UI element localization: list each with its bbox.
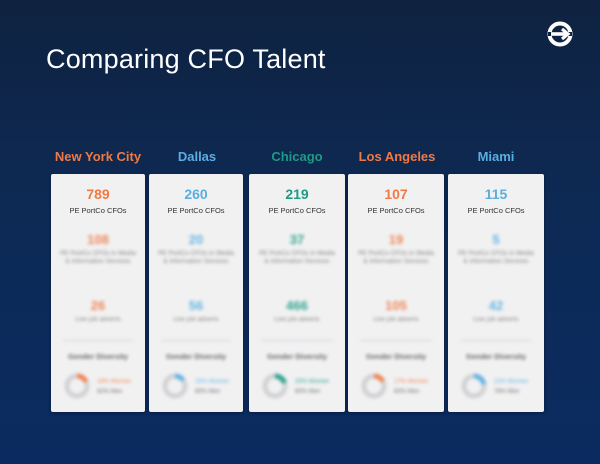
city-heading: New York City xyxy=(54,149,142,164)
women-percent: 17% Women xyxy=(394,379,429,385)
job-advert-count: 26 xyxy=(90,298,106,313)
divider xyxy=(460,340,532,341)
gender-donut-chart xyxy=(64,373,90,399)
city-heading: Miami xyxy=(477,149,515,164)
divider xyxy=(261,340,333,341)
media-cfo-count: 20 xyxy=(188,232,204,247)
media-cfo-count: 108 xyxy=(87,232,109,247)
job-advert-label: Live job adverts xyxy=(75,316,121,323)
circular-arrow-logo-icon xyxy=(547,21,573,47)
portco-cfo-label: PE PortCo CFOs xyxy=(167,206,225,215)
media-cfo-count: 5 xyxy=(492,232,500,247)
job-advert-label: Live job adverts xyxy=(274,316,320,323)
gender-donut-chart xyxy=(262,373,288,399)
men-percent: 78% Men xyxy=(494,389,520,395)
portco-cfo-label: PE PortCo CFOs xyxy=(367,206,425,215)
gender-donut-chart xyxy=(361,373,387,399)
city-heading: Chicago xyxy=(271,149,323,164)
city-stats-card: 789 PE PortCo CFOs 108 PE PortCo CFOs in… xyxy=(51,174,145,412)
women-percent: 15% Women xyxy=(195,379,230,385)
city-heading: Los Angeles xyxy=(358,149,436,164)
gender-donut-chart xyxy=(461,373,487,399)
portco-cfo-count: 260 xyxy=(184,186,208,202)
gender-diversity-title: Gender Diversity xyxy=(365,352,427,361)
job-advert-count: 42 xyxy=(488,298,504,313)
men-percent: 85% Men xyxy=(195,389,221,395)
media-cfo-count: 19 xyxy=(388,232,404,247)
women-percent: 18% Women xyxy=(97,379,132,385)
portco-cfo-label: PE PortCo CFOs xyxy=(467,206,525,215)
men-percent: 82% Men xyxy=(97,389,123,395)
city-stats-card: 107 PE PortCo CFOs 19 PE PortCo CFOs in … xyxy=(348,174,444,412)
men-percent: 83% Men xyxy=(394,389,420,395)
women-percent: 20% Women xyxy=(295,379,330,385)
job-advert-label: Live job adverts xyxy=(373,316,419,323)
media-cfo-label: PE PortCo CFOs in Media & Information Se… xyxy=(158,250,234,265)
portco-cfo-count: 219 xyxy=(285,186,309,202)
women-percent: 22% Women xyxy=(494,379,529,385)
job-advert-count: 56 xyxy=(188,298,204,313)
job-advert-label: Live job adverts xyxy=(473,316,519,323)
gender-donut-chart xyxy=(162,373,188,399)
gender-diversity-title: Gender Diversity xyxy=(266,352,328,361)
men-percent: 80% Men xyxy=(295,389,321,395)
job-advert-count: 105 xyxy=(385,298,407,313)
city-heading: Dallas xyxy=(177,149,217,164)
divider xyxy=(360,340,432,341)
media-cfo-label: PE PortCo CFOs in Media & Information Se… xyxy=(259,250,335,265)
media-cfo-label: PE PortCo CFOs in Media & Information Se… xyxy=(458,250,534,265)
portco-cfo-count: 789 xyxy=(86,186,110,202)
media-cfo-count: 37 xyxy=(289,232,305,247)
page-title: Comparing CFO Talent xyxy=(46,44,326,74)
gender-diversity-title: Gender Diversity xyxy=(465,352,527,361)
portco-cfo-label: PE PortCo CFOs xyxy=(69,206,127,215)
city-stats-card: 115 PE PortCo CFOs 5 PE PortCo CFOs in M… xyxy=(448,174,544,412)
divider xyxy=(161,340,231,341)
portco-cfo-count: 107 xyxy=(384,186,408,202)
city-stats-card: 219 PE PortCo CFOs 37 PE PortCo CFOs in … xyxy=(249,174,345,412)
portco-cfo-count: 115 xyxy=(484,186,508,202)
job-advert-label: Live job adverts xyxy=(173,316,219,323)
job-advert-count: 466 xyxy=(286,298,308,313)
divider xyxy=(63,340,133,341)
gender-diversity-title: Gender Diversity xyxy=(67,352,129,361)
portco-cfo-label: PE PortCo CFOs xyxy=(268,206,326,215)
media-cfo-label: PE PortCo CFOs in Media & Information Se… xyxy=(60,250,136,265)
media-cfo-label: PE PortCo CFOs in Media & Information Se… xyxy=(358,250,434,265)
city-stats-card: 260 PE PortCo CFOs 20 PE PortCo CFOs in … xyxy=(149,174,243,412)
gender-diversity-title: Gender Diversity xyxy=(165,352,227,361)
